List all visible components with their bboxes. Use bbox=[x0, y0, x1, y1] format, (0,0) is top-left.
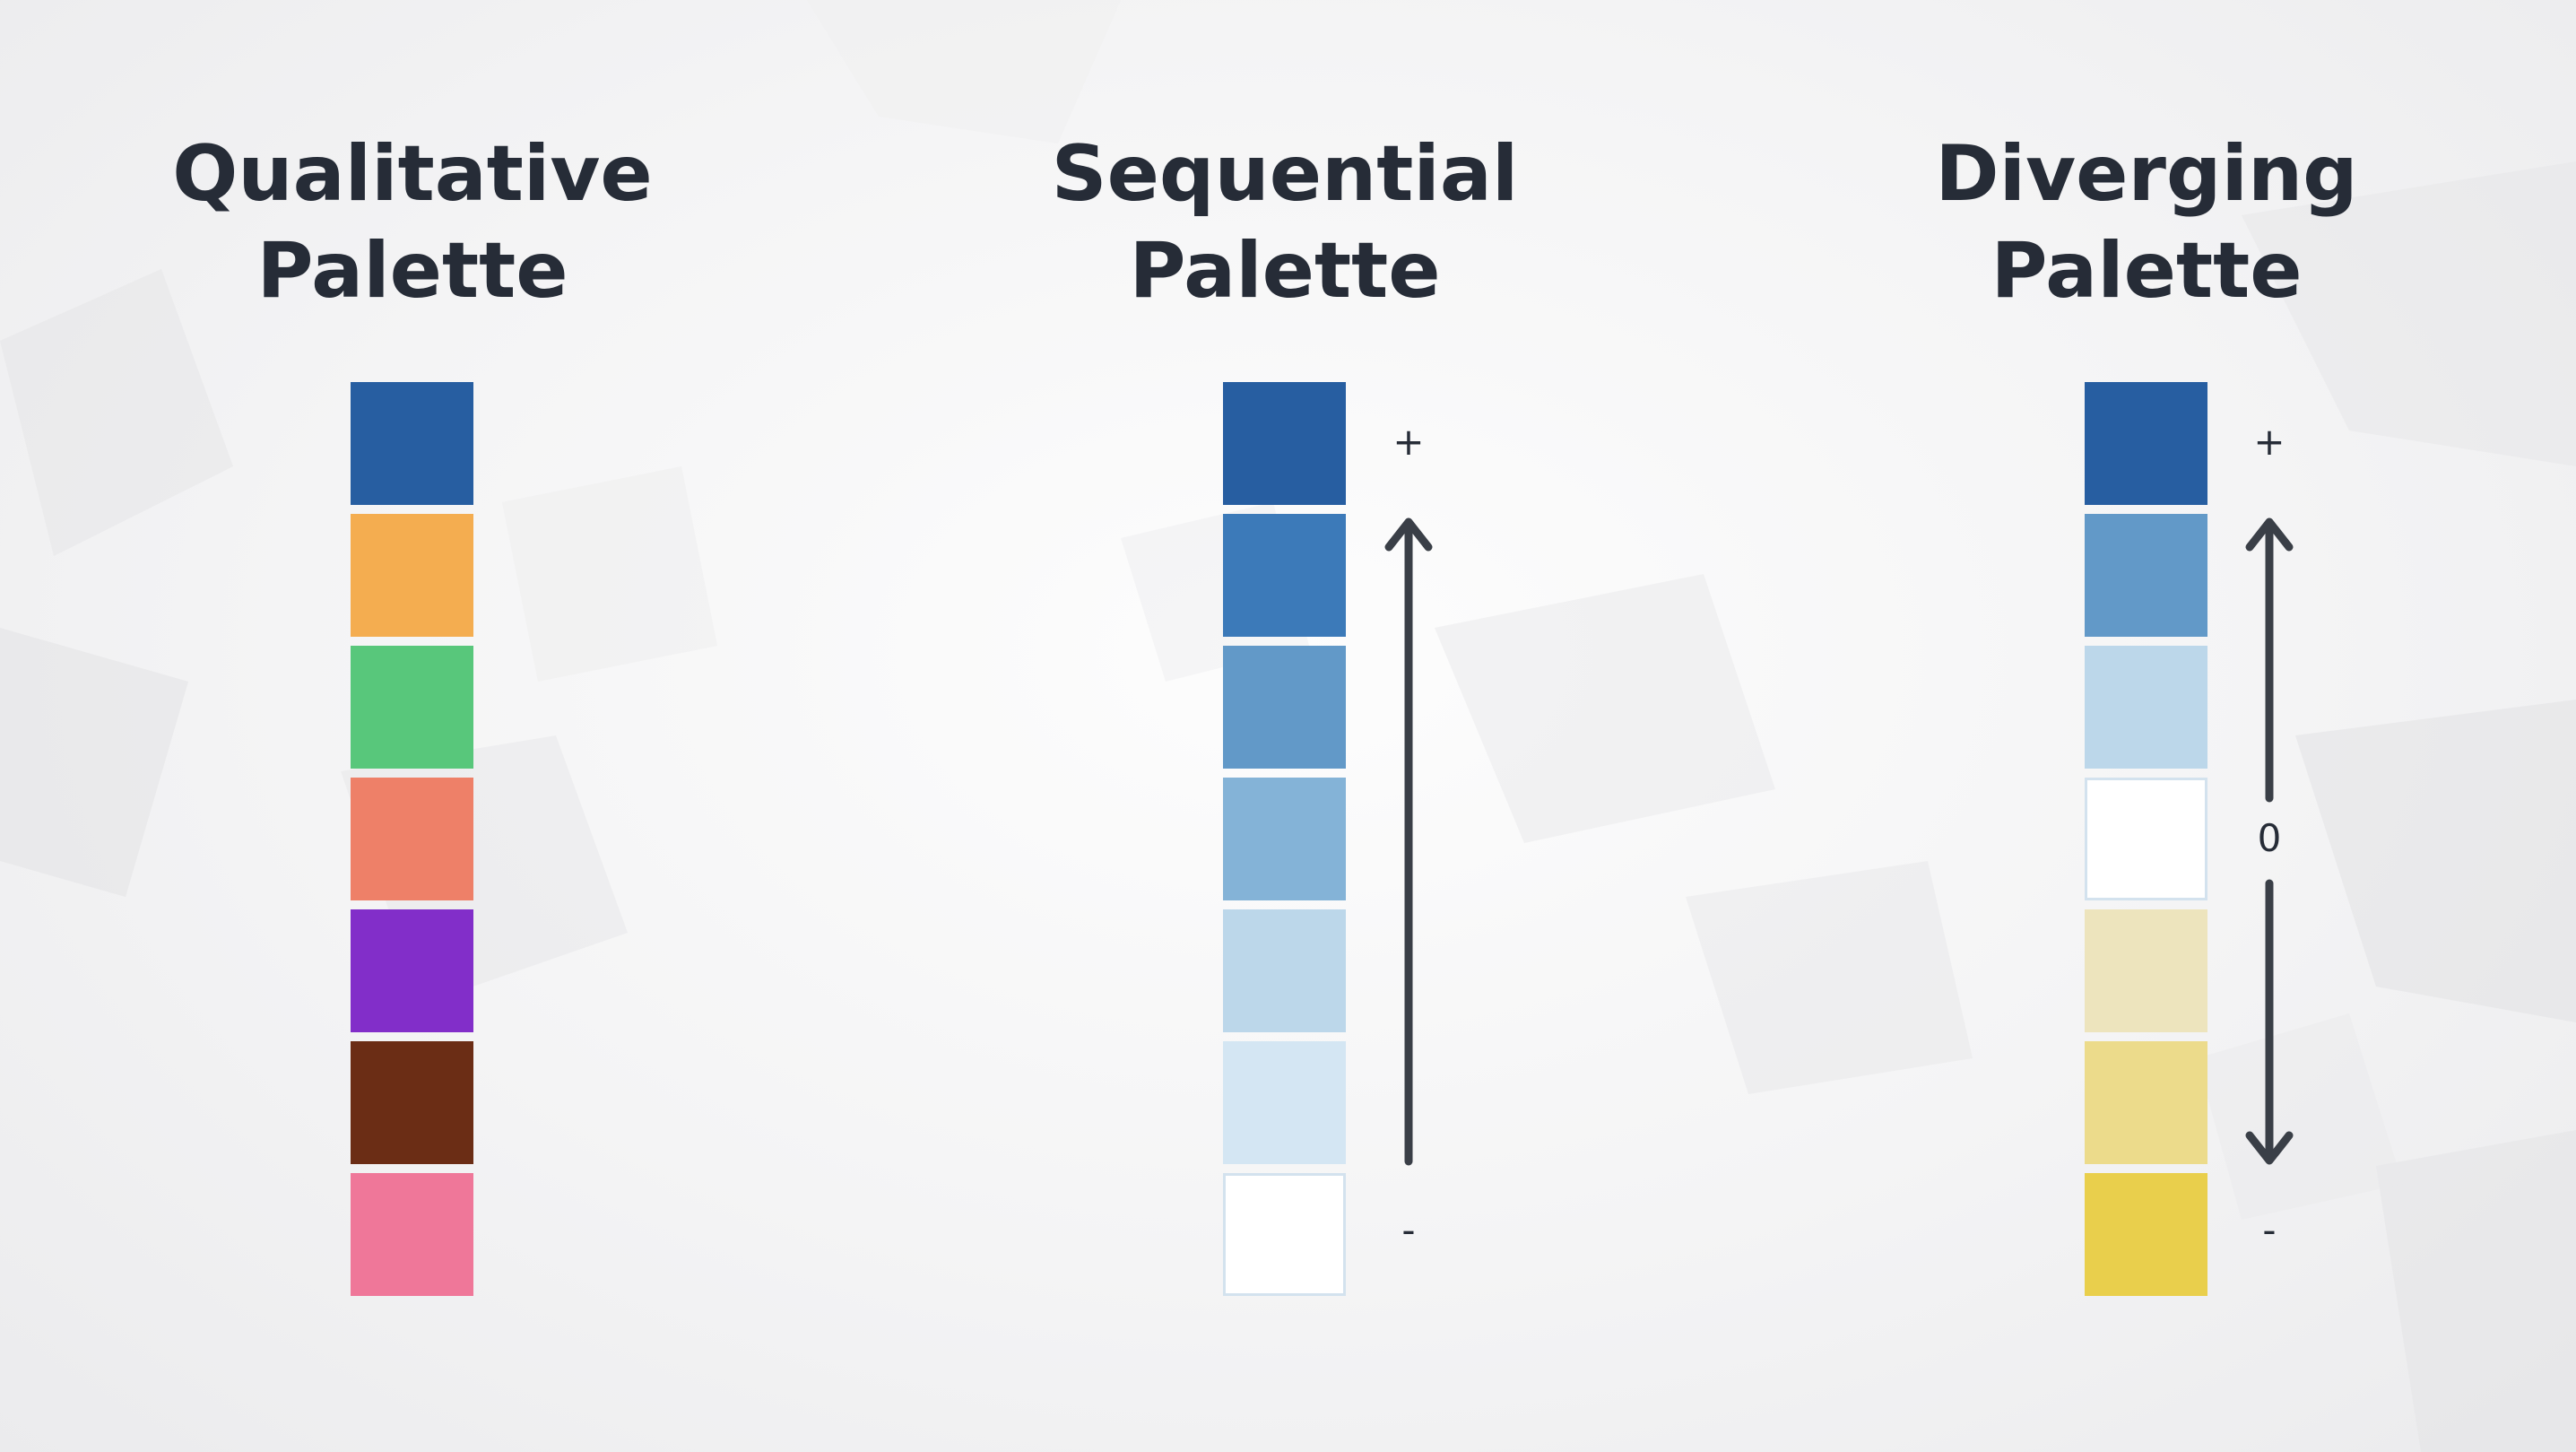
diverging-swatch-2 bbox=[2085, 514, 2207, 637]
qualitative-swatch-4 bbox=[351, 778, 473, 900]
sequential-plus-label: + bbox=[1392, 420, 1425, 464]
qualitative-palette-title: Qualitative Palette bbox=[172, 129, 653, 316]
diverging-plus-label: + bbox=[2253, 420, 2285, 464]
qualitative-swatch-2 bbox=[351, 514, 473, 637]
sequential-swatch-2 bbox=[1223, 514, 1346, 637]
sequential-swatch-7 bbox=[1223, 1173, 1346, 1296]
sequential-swatch-5 bbox=[1223, 909, 1346, 1032]
diverging-swatch-1 bbox=[2085, 382, 2207, 505]
qualitative-swatch-6 bbox=[351, 1041, 473, 1164]
diverging-swatch-6 bbox=[2085, 1041, 2207, 1164]
diverging-zero-label: 0 bbox=[2257, 816, 2282, 860]
diverging-swatch-3 bbox=[2085, 646, 2207, 769]
diverging-palette-title: Diverging Palette bbox=[1935, 129, 2358, 316]
sequential-swatch-1 bbox=[1223, 382, 1346, 505]
diverging-swatch-4 bbox=[2085, 778, 2207, 900]
sequential-swatch-6 bbox=[1223, 1041, 1346, 1164]
sequential-palette-title: Sequential Palette bbox=[1051, 129, 1519, 316]
diverging-minus-label: - bbox=[2262, 1208, 2277, 1252]
sequential-swatch-3 bbox=[1223, 646, 1346, 769]
qualitative-swatch-3 bbox=[351, 646, 473, 769]
sequential-minus-label: - bbox=[1401, 1208, 1416, 1252]
qualitative-swatch-7 bbox=[351, 1173, 473, 1296]
sequential-swatch-4 bbox=[1223, 778, 1346, 900]
qualitative-swatch-5 bbox=[351, 909, 473, 1032]
qualitative-swatch-1 bbox=[351, 382, 473, 505]
diverging-swatch-7 bbox=[2085, 1173, 2207, 1296]
diverging-swatch-5 bbox=[2085, 909, 2207, 1032]
